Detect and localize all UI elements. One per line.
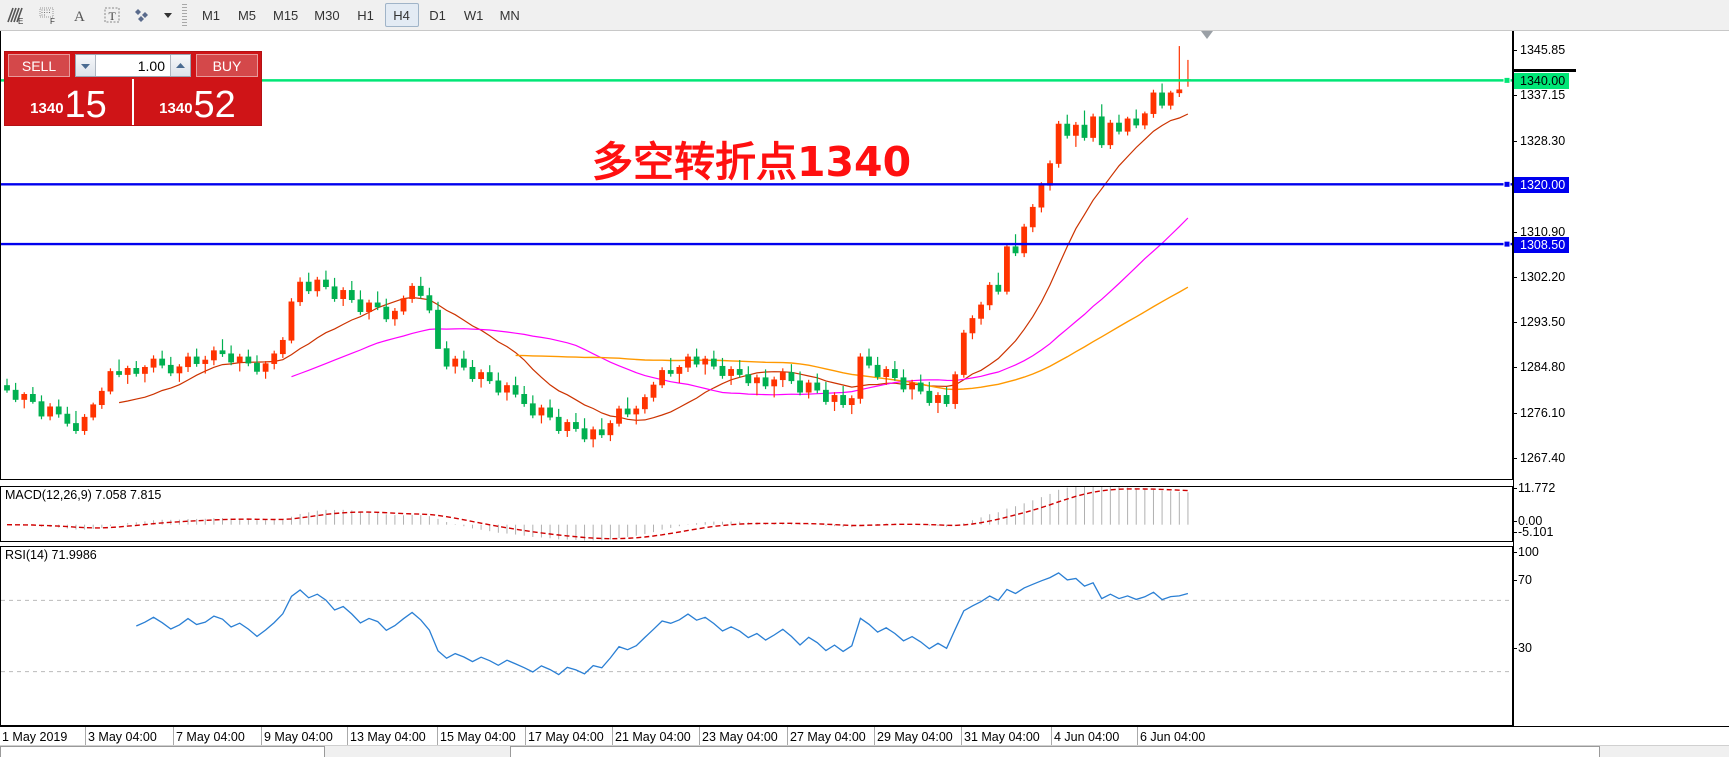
rsi-label: RSI(14) 71.9986	[5, 548, 100, 562]
price-tick-label: 1345.85	[1512, 43, 1565, 57]
ask-price-prefix: 1340	[159, 100, 193, 117]
volume-increment-icon[interactable]	[170, 55, 190, 76]
price-scale[interactable]: 1345.85 1337.15 1328.30 1310.90 1302.20 1293.…	[1512, 31, 1713, 726]
macd-scale-label: -5.101	[1512, 525, 1553, 539]
time-axis-label: 3 May 04:00	[88, 730, 157, 744]
bid-price-pips: 15	[64, 84, 107, 126]
macd-indicator-pane[interactable]: MACD(12,26,9) 7.058 7.815	[0, 486, 1513, 542]
bid-price-prefix: 1340	[30, 100, 64, 117]
timeframe-button-m5[interactable]: M5	[237, 7, 257, 23]
macd-scale-label: 0.00	[1512, 514, 1542, 528]
price-level-badge[interactable]: 1320.00	[1514, 177, 1570, 194]
time-axis-label: 21 May 04:00	[615, 730, 691, 744]
time-tick	[525, 727, 526, 745]
time-axis-label: 29 May 04:00	[877, 730, 953, 744]
price-tick-label: 1284.80	[1512, 360, 1565, 374]
crosshair-grid-icon[interactable]: F	[32, 1, 64, 30]
buy-button[interactable]: BUY	[196, 54, 258, 77]
objects-icon[interactable]	[128, 1, 160, 30]
ask-price-pips: 52	[193, 84, 236, 126]
timeframe-button-w1[interactable]: W1	[463, 7, 484, 23]
toolbar-separator-grip[interactable]	[180, 3, 189, 27]
rsi-chart	[1, 572, 1512, 676]
price-level-badge[interactable]: 1340.00	[1514, 73, 1570, 90]
one-click-trading-panel[interactable]: SELL 1.00 BUY 1340 15 1340 52	[4, 51, 262, 126]
price-tick-label: 1276.10	[1512, 406, 1565, 420]
ask-price-marker	[1514, 68, 1576, 72]
time-tick	[173, 727, 174, 745]
time-axis-label: 6 Jun 04:00	[1140, 730, 1206, 744]
bid-quote[interactable]: 1340 15	[5, 79, 134, 125]
timeframe-group: M1 M5 M15 M30 H1 H4 D1 W1 MN	[193, 3, 528, 27]
svg-text:A: A	[74, 9, 85, 25]
timeframe-button-d1[interactable]: D1	[429, 7, 446, 23]
time-axis-label: 27 May 04:00	[790, 730, 866, 744]
macd-chart	[6, 487, 1189, 541]
time-tick	[787, 727, 788, 745]
time-axis-label: 15 May 04:00	[440, 730, 516, 744]
sell-button[interactable]: SELL	[8, 54, 70, 77]
timeframe-button-mn[interactable]: MN	[499, 7, 520, 23]
price-tick-label: 1337.15	[1512, 88, 1565, 102]
price-tick-label: 1267.40	[1512, 451, 1565, 465]
time-axis-label: 17 May 04:00	[528, 730, 604, 744]
time-axis-label: 4 Jun 04:00	[1054, 730, 1120, 744]
rsi-scale-label: 70	[1513, 573, 1532, 587]
candlestick-chart	[1, 46, 1512, 448]
time-axis-label: 9 May 04:00	[264, 730, 333, 744]
time-tick	[85, 727, 86, 745]
time-axis-label: 1 May 2019	[2, 730, 68, 744]
time-axis-label: 31 May 04:00	[964, 730, 1040, 744]
time-axis-label: 23 May 04:00	[702, 730, 778, 744]
time-tick	[347, 727, 348, 745]
time-tick	[1051, 727, 1052, 745]
time-axis[interactable]: 1 May 2019 3 May 04:00 7 May 04:00 9 May 04…	[0, 726, 1729, 746]
trade-panel-quotes: 1340 15 1340 52	[5, 79, 261, 125]
volume-value[interactable]: 1.00	[137, 57, 165, 74]
trade-panel-controls: SELL 1.00 BUY	[5, 52, 261, 79]
timeframe-button-m1[interactable]: M1	[201, 7, 221, 23]
macd-scale-label: 11.772	[1512, 481, 1555, 495]
ask-quote[interactable]: 1340 52	[134, 79, 261, 125]
text-box-icon[interactable]: T	[96, 1, 128, 30]
price-tick-label: 1328.30	[1512, 134, 1565, 148]
time-tick	[874, 727, 875, 745]
time-tick	[699, 727, 700, 745]
price-tick-label: 1293.50	[1512, 315, 1565, 329]
object-marker-icon[interactable]	[1201, 31, 1213, 39]
timeframe-button-h1[interactable]: H1	[357, 7, 374, 23]
main-toolbar: E F A T	[0, 0, 1729, 31]
price-tick-label: 1302.20	[1512, 270, 1565, 284]
price-level-badge[interactable]: 1308.50	[1514, 237, 1570, 254]
objects-dropdown-caret-icon[interactable]	[160, 1, 176, 30]
time-axis-label: 13 May 04:00	[350, 730, 426, 744]
price-chart-pane[interactable]	[0, 31, 1513, 480]
time-tick	[612, 727, 613, 745]
volume-stepper[interactable]: 1.00	[75, 54, 191, 77]
text-label-icon[interactable]: A	[64, 1, 96, 30]
timeframe-button-m15[interactable]: M15	[273, 7, 299, 23]
svg-text:E: E	[18, 17, 23, 26]
price-tick-label: 1310.90	[1512, 225, 1565, 239]
timeframe-button-h4[interactable]: H4	[384, 3, 419, 27]
svg-text:T: T	[109, 9, 117, 23]
macd-label: MACD(12,26,9) 7.058 7.815	[5, 488, 165, 502]
rsi-scale-label: 100	[1513, 545, 1539, 559]
svg-text:F: F	[50, 17, 55, 26]
volume-decrement-icon[interactable]	[76, 55, 96, 76]
horizontal-scrollbar[interactable]	[0, 745, 1729, 757]
rsi-indicator-pane[interactable]: RSI(14) 71.9986	[0, 546, 1513, 726]
time-tick	[437, 727, 438, 745]
indicators-icon[interactable]: E	[0, 1, 32, 30]
time-tick	[261, 727, 262, 745]
scrollbar-thumb-left[interactable]	[0, 746, 325, 757]
chart-annotation-text[interactable]: 多空转折点1340	[592, 138, 912, 186]
scrollbar-thumb-main[interactable]	[510, 746, 1600, 757]
time-tick	[1137, 727, 1138, 745]
timeframe-button-m30[interactable]: M30	[314, 7, 340, 23]
time-axis-label: 7 May 04:00	[176, 730, 245, 744]
rsi-scale-label: 30	[1513, 641, 1532, 655]
time-tick	[961, 727, 962, 745]
